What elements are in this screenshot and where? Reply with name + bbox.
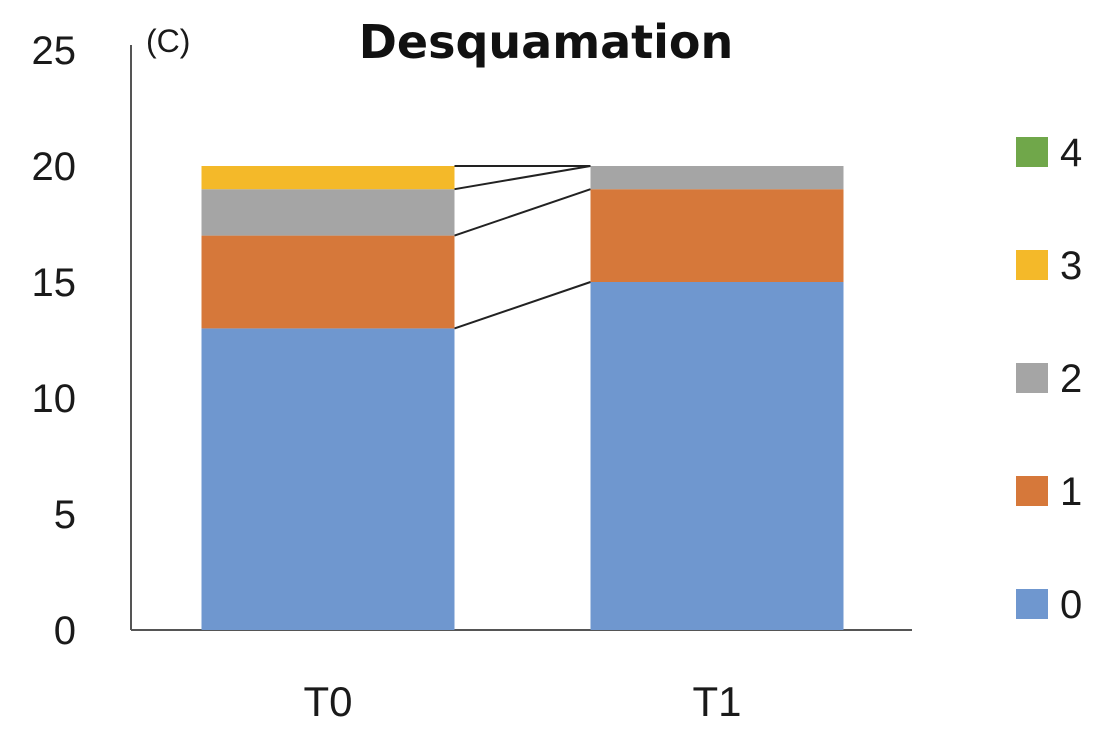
legend-swatch-2 — [1016, 363, 1048, 393]
legend-label-4: 4 — [1060, 131, 1082, 175]
bar-segment-t1-level-1 — [590, 189, 844, 282]
x-tick-label: T1 — [692, 678, 741, 725]
legend: 4 3 2 1 0 — [1016, 131, 1082, 627]
connector-line-level-2 — [454, 165, 591, 191]
legend-label-1: 1 — [1060, 470, 1082, 514]
y-tick-label: 15 — [32, 261, 77, 305]
bar-segment-t1-level-2 — [590, 166, 844, 190]
panel-label: (C) — [146, 23, 190, 59]
y-tick-label: 10 — [32, 377, 77, 421]
legend-swatch-3 — [1016, 250, 1048, 280]
y-tick-label: 0 — [54, 609, 76, 653]
bar-segment-t0-level-1 — [201, 235, 455, 329]
connector-line-level-1 — [454, 188, 591, 237]
connector-line-level-0 — [454, 281, 591, 330]
bars — [201, 166, 844, 630]
bar-segment-t0-level-3 — [201, 166, 455, 190]
chart-title: Desquamation — [359, 15, 734, 69]
connector-lines — [454, 165, 591, 330]
legend-label-2: 2 — [1060, 357, 1082, 401]
x-axis-labels: T0 T1 — [303, 678, 741, 725]
legend-swatch-1 — [1016, 476, 1048, 506]
bar-segment-t0-level-2 — [201, 189, 455, 236]
y-tick-label: 20 — [32, 145, 77, 189]
y-tick-label: 5 — [54, 493, 76, 537]
y-axis-ticks: 0 5 10 15 20 25 — [32, 29, 77, 653]
bar-segment-t0-level-0 — [201, 328, 455, 630]
legend-label-0: 0 — [1060, 583, 1082, 627]
bar-segment-t1-level-0 — [590, 282, 844, 630]
x-tick-label: T0 — [303, 678, 352, 725]
y-tick-label: 25 — [32, 29, 77, 73]
legend-swatch-4 — [1016, 137, 1048, 167]
legend-swatch-0 — [1016, 589, 1048, 619]
legend-label-3: 3 — [1060, 244, 1082, 288]
